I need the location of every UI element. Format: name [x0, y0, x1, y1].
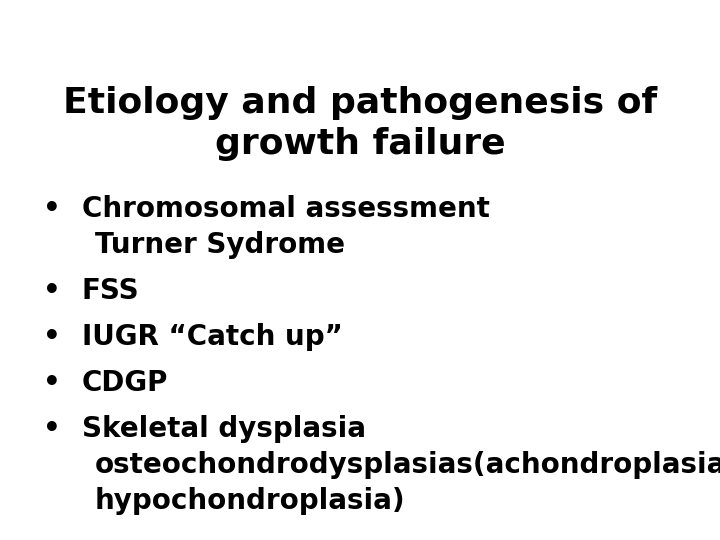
- Text: Turner Sydrome: Turner Sydrome: [95, 231, 345, 259]
- Text: Chromosomal assessment: Chromosomal assessment: [82, 195, 490, 223]
- Text: osteochondrodysplasias(achondroplasia,: osteochondrodysplasias(achondroplasia,: [95, 451, 720, 479]
- Text: •: •: [43, 369, 61, 397]
- Text: FSS: FSS: [82, 277, 140, 305]
- Text: hypochondroplasia): hypochondroplasia): [95, 487, 405, 515]
- Text: Etiology and pathogenesis of
growth failure: Etiology and pathogenesis of growth fail…: [63, 86, 657, 161]
- Text: CDGP: CDGP: [82, 369, 168, 397]
- Text: •: •: [43, 415, 61, 443]
- Text: •: •: [43, 323, 61, 351]
- Text: IUGR “Catch up”: IUGR “Catch up”: [82, 323, 343, 351]
- Text: •: •: [43, 277, 61, 305]
- Text: •: •: [43, 195, 61, 223]
- Text: Skeletal dysplasia: Skeletal dysplasia: [82, 415, 366, 443]
